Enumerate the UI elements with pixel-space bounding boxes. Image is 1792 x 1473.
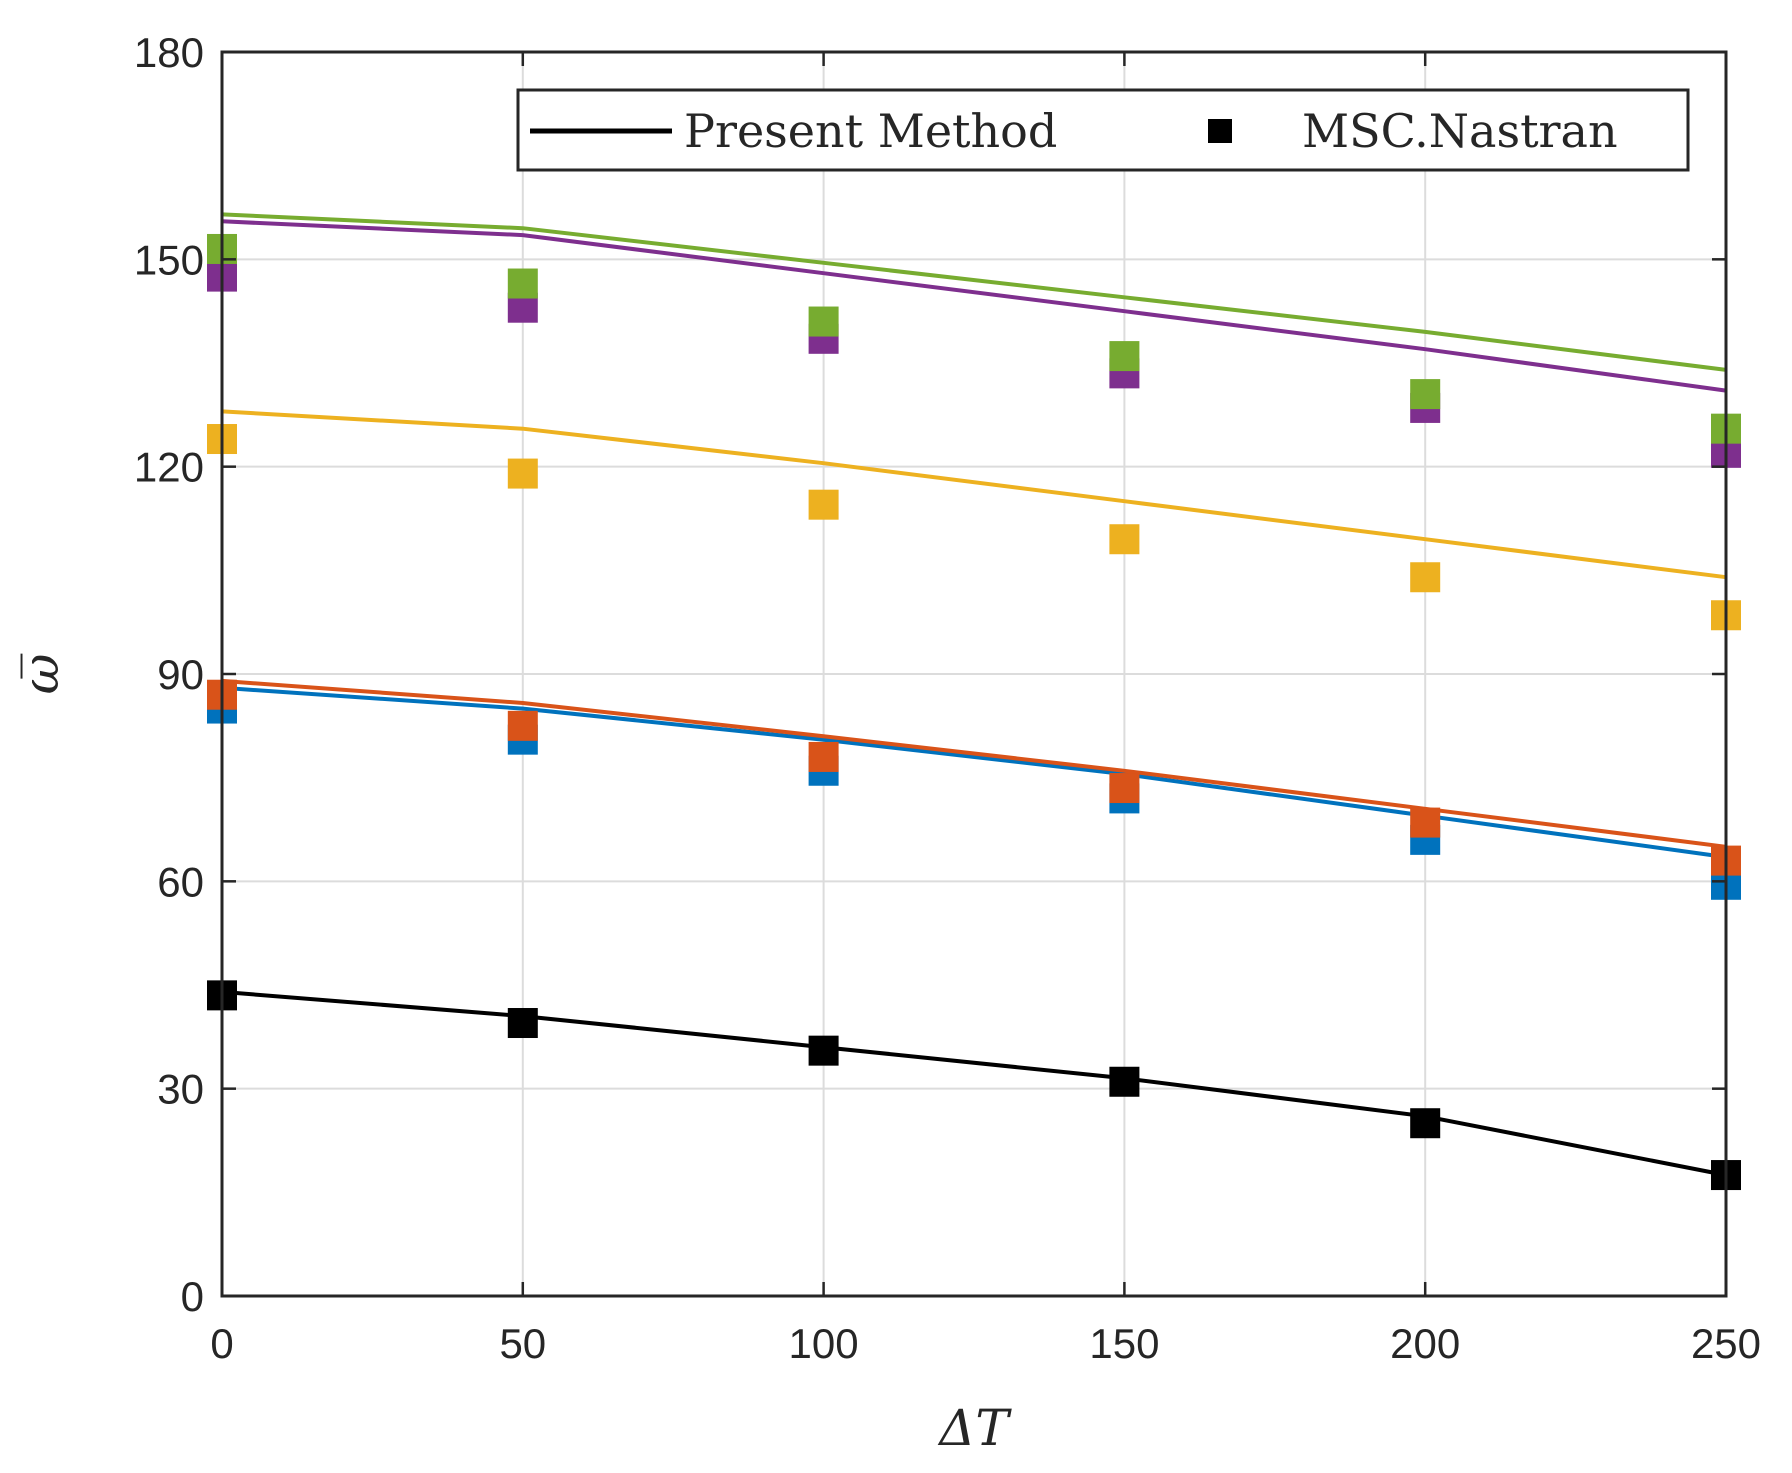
y-tick-label: 150 (134, 236, 204, 283)
mode-1-msc-nastran-point (1109, 1066, 1140, 1097)
y-tick-label: 0 (181, 1273, 204, 1320)
mode-1-msc-nastran-point (507, 1008, 538, 1039)
mode-3-present-method-line (221, 678, 1727, 849)
mode-1-msc-nastran-point (808, 1035, 839, 1066)
x-tick-label: 50 (499, 1320, 546, 1367)
mode-6-msc-nastran-point (1410, 379, 1441, 410)
y-tick-label: 60 (157, 858, 204, 905)
legend-label-present-method: Present Method (684, 104, 1057, 158)
grid (222, 52, 1726, 1296)
mode-4-msc-nastran-point (808, 489, 839, 520)
mode-4-msc-nastran-point (1109, 524, 1140, 555)
x-axis-label: ΔT (937, 1399, 1012, 1457)
mode-6-msc-nastran-point (507, 268, 538, 299)
mode-6-present-method-line (221, 212, 1727, 372)
mode-3-msc-nastran-point (507, 710, 538, 741)
ticks (220, 50, 1728, 1298)
x-tick-label: 250 (1691, 1320, 1761, 1367)
x-tick-label: 150 (1089, 1320, 1159, 1367)
y-tick-label: 30 (157, 1066, 204, 1113)
mode-4-present-method-line (221, 409, 1727, 580)
mode-2-present-method-line (221, 685, 1727, 860)
y-tick-label: 180 (134, 29, 204, 76)
tick-labels: 0 50 100 150 200 250 0 30 60 90 120 150 180 (134, 29, 1761, 1367)
mode-6-msc-nastran-point (808, 306, 839, 337)
mode-1-present-method-line (221, 989, 1727, 1178)
legend: Present Method MSC.Nastran (516, 88, 1690, 172)
mode-4-msc-nastran-point (1410, 562, 1441, 593)
series-lines (221, 212, 1727, 1178)
x-tick-label: 200 (1390, 1320, 1460, 1367)
mode-5-present-method-line (221, 219, 1727, 393)
mode-6-msc-nastran-point (1109, 341, 1140, 372)
legend-label-msc-nastran: MSC.Nastran (1302, 104, 1618, 158)
mode-3-msc-nastran-point (808, 741, 839, 772)
mode-3-msc-nastran-point (1109, 773, 1140, 804)
x-tick-label: 0 (210, 1320, 233, 1367)
x-tick-label: 100 (789, 1320, 859, 1367)
legend-box (516, 88, 1690, 172)
y-tick-label: 90 (157, 651, 204, 698)
y-axis-label: ω̅ (12, 654, 70, 695)
mode-3-msc-nastran-point (1410, 807, 1441, 838)
legend-square-swatch (1208, 119, 1232, 143)
y-tick-label: 120 (134, 444, 204, 491)
mode-1-msc-nastran-point (1410, 1108, 1441, 1139)
mode-4-msc-nastran-point (507, 458, 538, 489)
